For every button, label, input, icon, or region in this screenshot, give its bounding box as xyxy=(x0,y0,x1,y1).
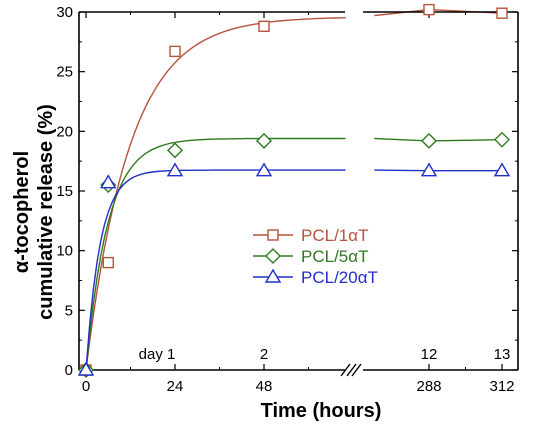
y-tick-label: 30 xyxy=(56,4,73,21)
marker-series-2-point-6 xyxy=(494,131,510,148)
marker-series-3-point-4 xyxy=(255,162,273,177)
marker-series-1-point-6 xyxy=(496,7,508,19)
day-label: 13 xyxy=(494,346,511,363)
marker-series-3-point-6 xyxy=(493,162,511,177)
x-tick-label: 0 xyxy=(82,378,90,395)
legend-marker-3 xyxy=(264,268,282,283)
plot-frame xyxy=(78,11,519,377)
axis-break-mark-1 xyxy=(340,363,351,377)
y-axis-title-line-1: α-tocopherol xyxy=(11,151,33,273)
x-tick-label: 24 xyxy=(167,378,184,395)
marker-series-3-point-3 xyxy=(166,162,184,177)
fit-curve-3-right xyxy=(374,169,502,172)
y-tick-label: 25 xyxy=(56,64,73,81)
marker-series-3-point-1 xyxy=(77,361,95,376)
marker-series-1-point-2 xyxy=(102,256,114,269)
legend-label-3: PCL/20αT xyxy=(301,268,378,287)
legend-label-1: PCL/1αT xyxy=(301,226,368,245)
fit-curve-1 xyxy=(85,17,346,371)
y-tick-label: 10 xyxy=(56,243,73,260)
day-label: 12 xyxy=(421,346,438,363)
axis-break-mark-3 xyxy=(351,363,362,377)
data-markers xyxy=(77,3,511,378)
x-axis-title: Time (hours) xyxy=(261,400,382,422)
x-tick-label: 312 xyxy=(489,378,514,395)
legend-marker-2 xyxy=(265,248,281,264)
axis-break-mark-2 xyxy=(346,363,357,377)
y-tick-label: 15 xyxy=(56,183,73,200)
tick-labels: 0 5 10 15 20 25 30 0 24 48 288 312 day 1 2 12 13 xyxy=(56,4,514,395)
y-tick-label: 0 xyxy=(65,362,73,379)
x-tick-label: 288 xyxy=(416,378,441,395)
fit-curve-2-right xyxy=(374,137,503,142)
marker-series-1-point-5 xyxy=(423,3,435,16)
legend-marker-1 xyxy=(267,229,279,241)
marker-series-2-point-4 xyxy=(256,132,272,149)
legend-label-2: PCL/5αT xyxy=(301,247,368,266)
fit-curves xyxy=(85,8,503,371)
marker-series-3-point-2 xyxy=(100,174,117,189)
marker-series-2-point-5 xyxy=(421,132,437,149)
marker-series-3-point-5 xyxy=(420,162,438,177)
fit-curve-3 xyxy=(85,169,346,371)
x-tick-label: 48 xyxy=(256,378,273,395)
y-tick-label: 20 xyxy=(56,123,73,140)
marker-series-1-point-3 xyxy=(169,45,181,58)
y-axis-title-line-2: cumulative release (%) xyxy=(35,104,57,320)
legend: PCL/1αT PCL/5αT PCL/20αT xyxy=(253,226,378,287)
fit-curve-2 xyxy=(85,137,346,371)
day-label: 2 xyxy=(260,346,268,363)
marker-series-1-point-4 xyxy=(258,20,270,33)
axis-ticks xyxy=(79,11,518,371)
day-label: day 1 xyxy=(139,346,176,363)
marker-series-2-point-3 xyxy=(167,142,183,159)
y-tick-label: 5 xyxy=(65,302,73,319)
